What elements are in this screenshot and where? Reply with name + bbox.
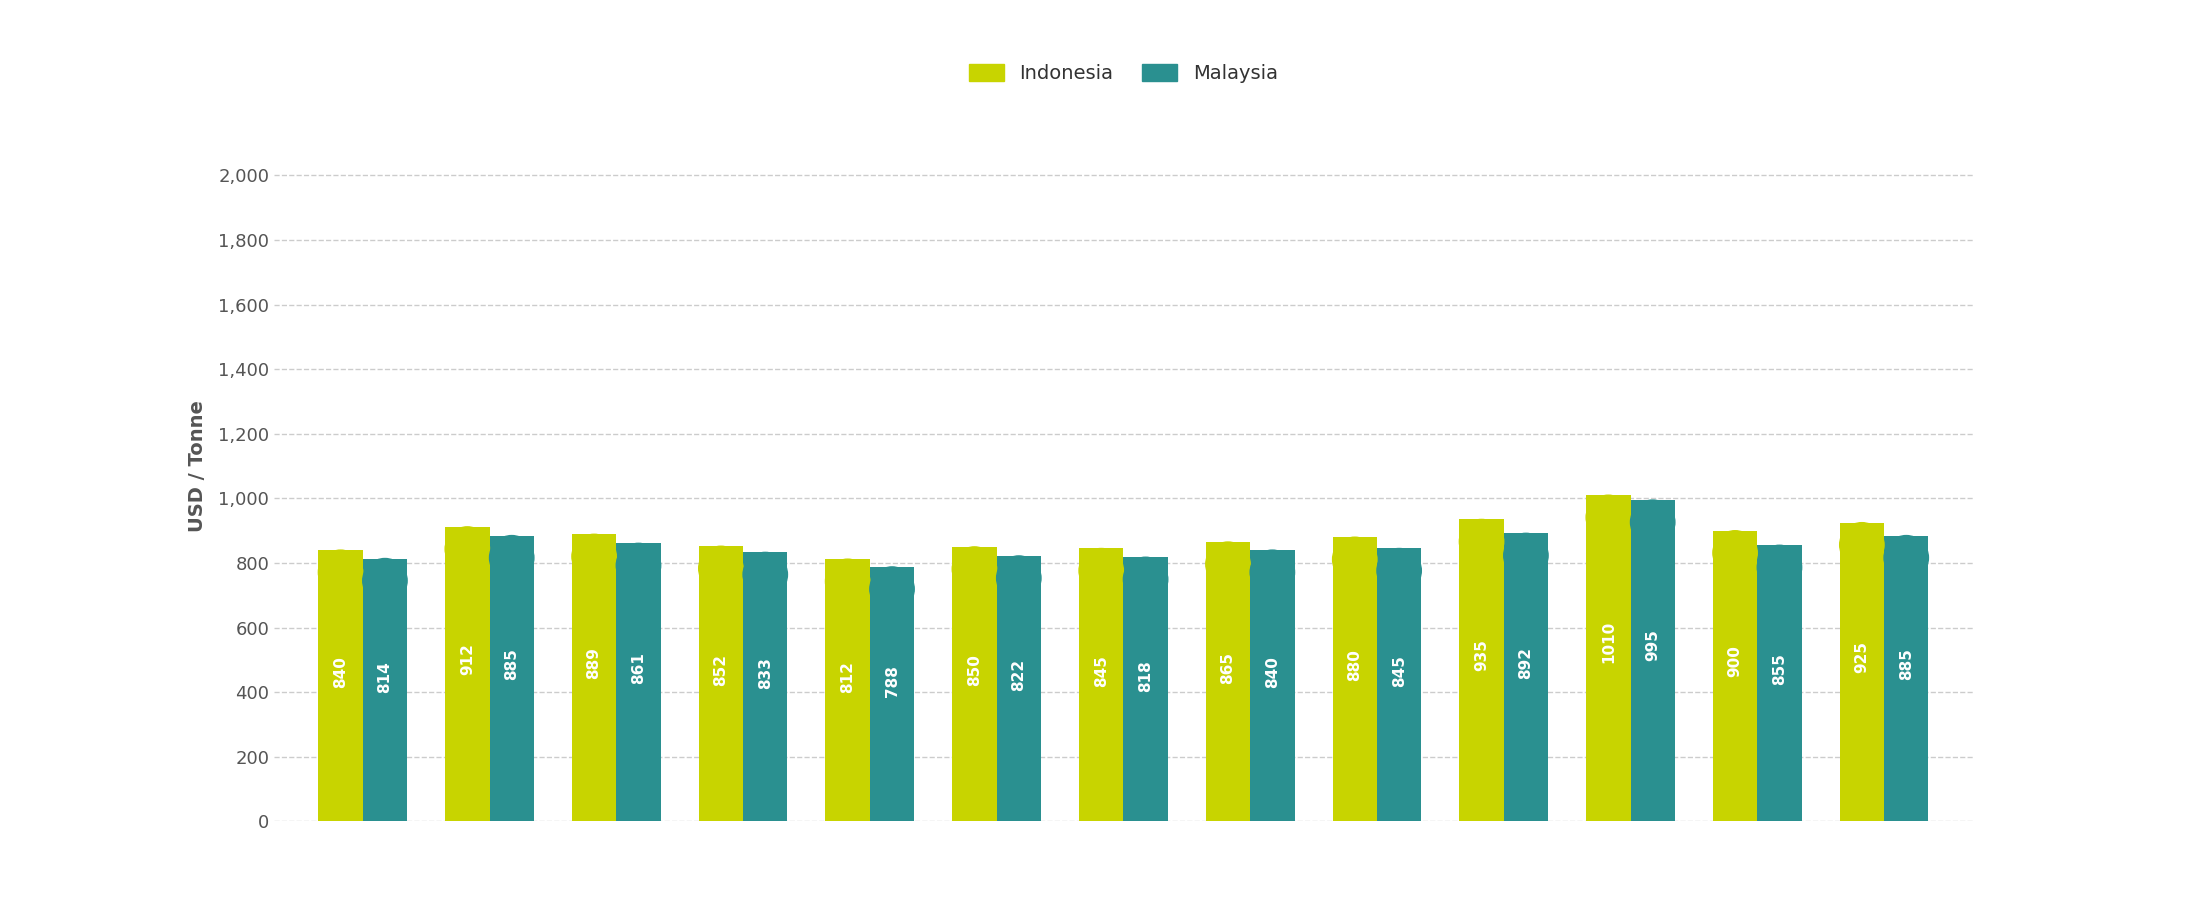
Text: 850: 850 [967,654,982,687]
Text: 814: 814 [377,661,392,693]
Text: 880: 880 [1348,649,1361,681]
Text: 788: 788 [886,665,899,698]
Text: 06/24: 06/24 [1857,850,1911,869]
Text: 07/23: 07/23 [460,850,517,869]
Text: 912: 912 [460,643,476,676]
Bar [1249,550,1295,821]
Ellipse shape [1460,520,1504,564]
Text: 892: 892 [1519,647,1534,679]
Ellipse shape [1587,495,1631,540]
Bar [699,546,743,821]
Bar [1460,520,1504,821]
Bar [826,559,870,821]
Text: 03/24: 03/24 [1475,850,1532,869]
Text: 08/23: 08/23 [587,850,644,869]
Y-axis label: USD / Tonne: USD / Tonne [189,401,206,532]
Text: 833: 833 [758,657,774,689]
Ellipse shape [997,556,1041,600]
Ellipse shape [743,552,787,597]
Ellipse shape [1249,550,1295,594]
Bar [1124,557,1168,821]
Ellipse shape [1839,522,1885,567]
Ellipse shape [1124,557,1168,602]
Text: 812: 812 [840,661,855,693]
Bar [1587,495,1631,821]
Ellipse shape [362,558,408,603]
Bar [489,535,535,821]
Ellipse shape [318,550,362,594]
Text: 855: 855 [1771,653,1786,686]
Bar [362,558,408,821]
Bar [318,550,362,821]
Bar [1333,537,1377,821]
Text: 10/23: 10/23 [842,850,899,869]
Bar [616,544,660,821]
Ellipse shape [1504,533,1548,578]
Text: 935: 935 [1473,640,1488,671]
Bar [1078,548,1124,821]
Ellipse shape [1631,500,1675,545]
Ellipse shape [1712,531,1758,575]
Text: 900: 900 [1727,645,1743,677]
Text: 01/24: 01/24 [1221,850,1278,869]
Bar [1631,500,1675,821]
Text: 840: 840 [1265,656,1280,689]
Text: 889: 889 [587,648,601,679]
Ellipse shape [1377,548,1420,593]
Bar [951,546,997,821]
Text: 995: 995 [1646,629,1659,661]
Text: 04/24: 04/24 [1602,850,1659,869]
Text: 05/24: 05/24 [1729,850,1786,869]
Ellipse shape [572,534,616,579]
Text: 822: 822 [1011,659,1026,691]
Ellipse shape [1206,542,1249,586]
Bar [1504,533,1548,821]
Bar [997,556,1041,821]
Text: 11/23: 11/23 [969,850,1026,869]
Text: 09/23: 09/23 [715,850,772,869]
Ellipse shape [489,535,535,580]
Bar [1712,531,1758,821]
Bar [870,567,914,821]
Text: 852: 852 [712,654,728,686]
Bar [572,534,616,821]
Text: 1010: 1010 [1600,621,1616,663]
Ellipse shape [1885,535,1929,580]
Ellipse shape [951,546,997,592]
Text: 02/24: 02/24 [1348,850,1405,869]
Bar [1206,542,1249,821]
Text: 06/23: 06/23 [335,850,390,869]
Bar [445,527,489,821]
Text: 885: 885 [1898,648,1914,680]
Ellipse shape [1333,537,1377,581]
Text: 840: 840 [333,656,349,689]
Ellipse shape [1758,545,1802,590]
Text: 861: 861 [631,653,647,685]
Text: 885: 885 [504,648,520,680]
Legend: Indonesia, Malaysia: Indonesia, Malaysia [969,64,1278,83]
Ellipse shape [699,546,743,591]
Text: 818: 818 [1138,660,1153,692]
Text: 845: 845 [1094,655,1109,688]
Text: 865: 865 [1221,652,1236,684]
Ellipse shape [1078,548,1124,593]
Bar [1885,535,1929,821]
Bar [1377,548,1420,821]
Text: 12/23: 12/23 [1096,850,1151,869]
Bar [1758,545,1802,821]
Ellipse shape [616,544,660,588]
Bar [1839,522,1885,821]
Bar [743,552,787,821]
Ellipse shape [870,567,914,611]
Text: 845: 845 [1392,655,1407,688]
Ellipse shape [826,559,870,604]
Text: 925: 925 [1854,641,1870,673]
Ellipse shape [445,527,489,571]
